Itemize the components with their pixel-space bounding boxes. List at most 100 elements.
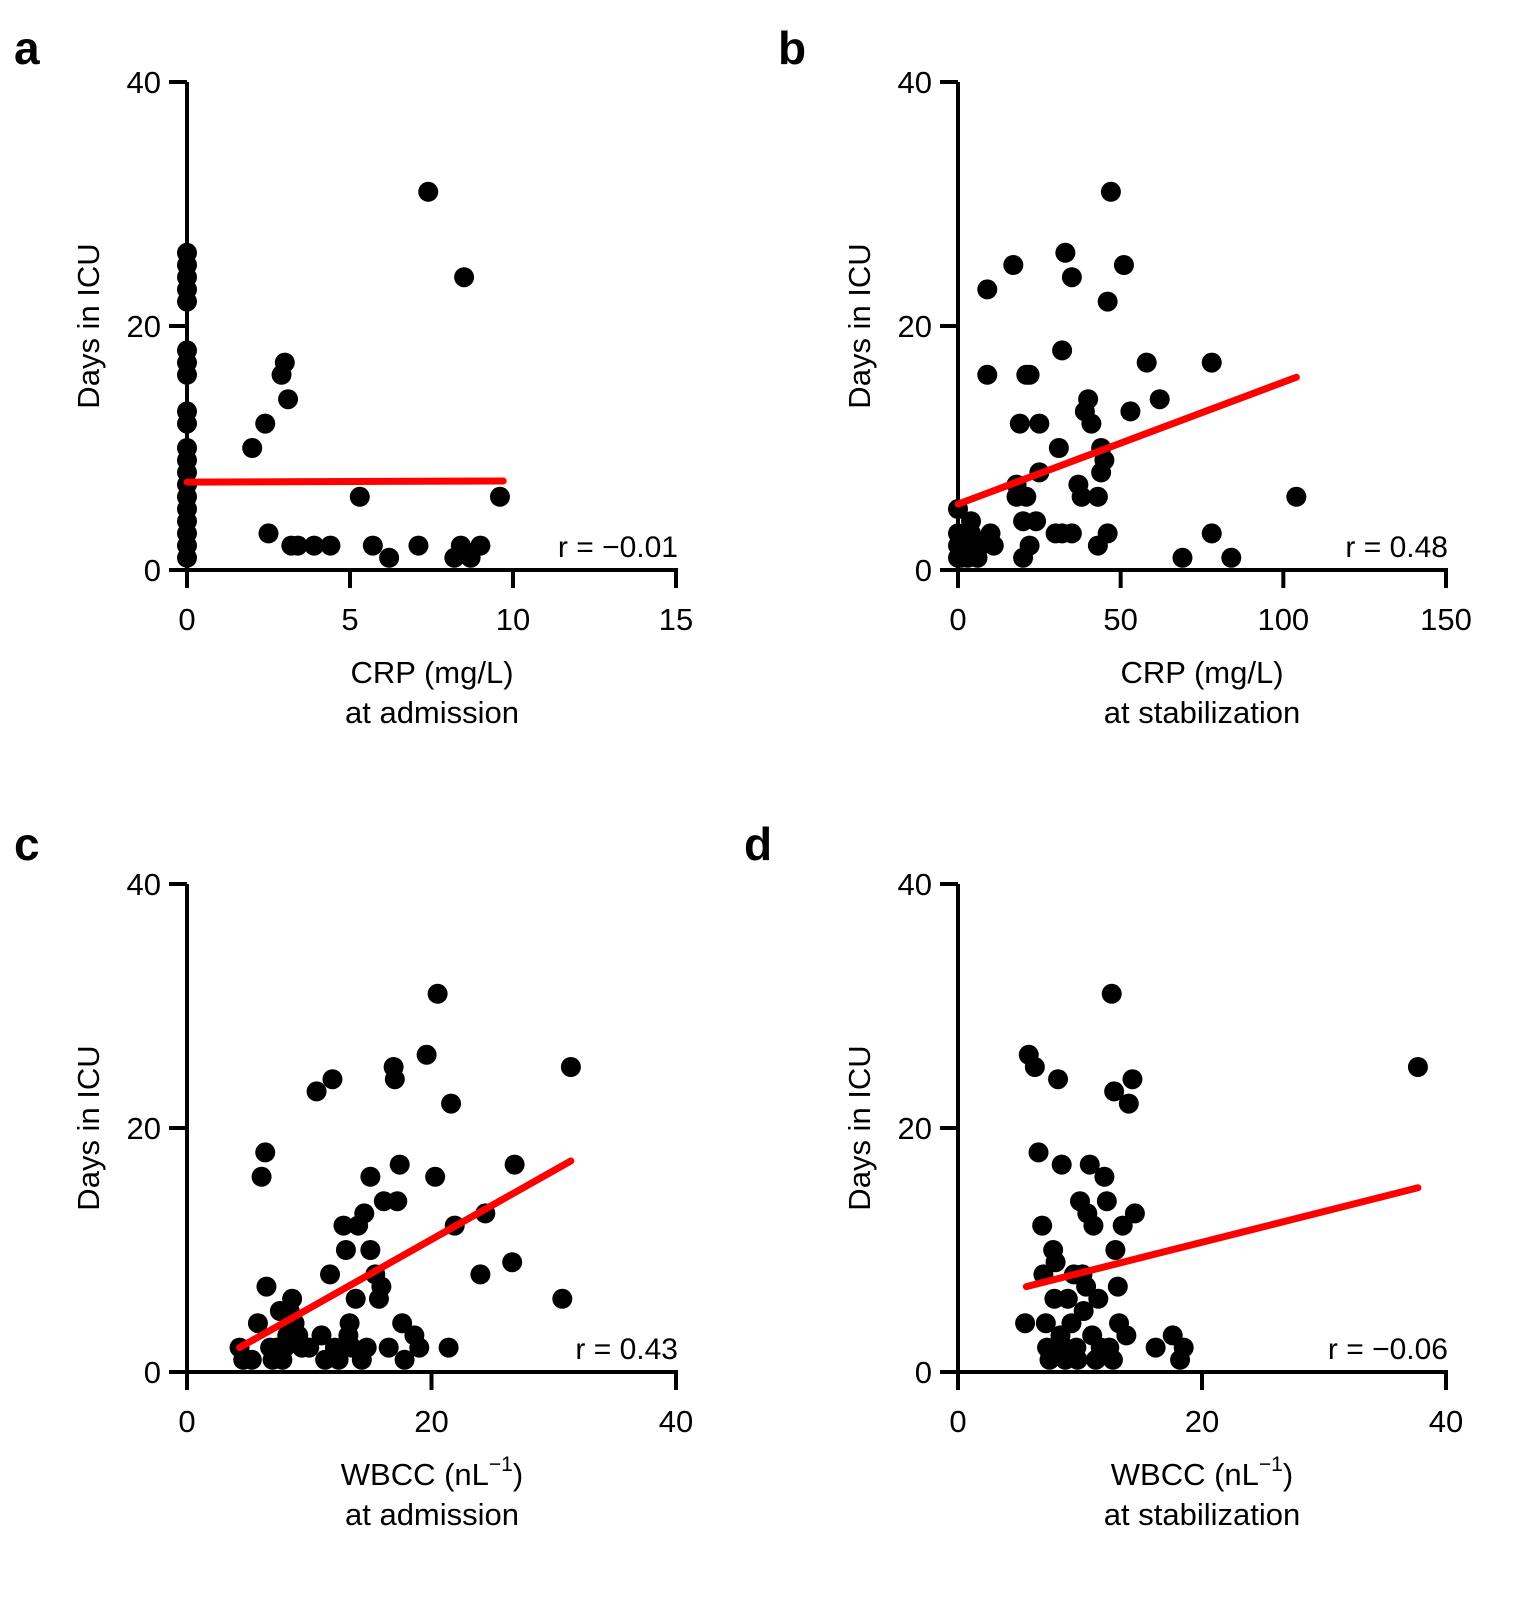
panel-c-x-tick-label: 0	[178, 1404, 195, 1439]
panel-c-data-point	[416, 1044, 437, 1065]
panel-d-data-point	[1083, 1215, 1104, 1236]
panel-c-data-point	[282, 1288, 303, 1309]
panel-a-data-point	[470, 535, 491, 556]
panel-a-data-point	[489, 486, 510, 507]
panel-c-data-point	[251, 1166, 272, 1187]
panel-d-data-point	[1039, 1349, 1060, 1370]
panel-d-x-tick-label: 0	[949, 1404, 966, 1439]
panel-a-data-point	[349, 486, 370, 507]
panel-d-data-point	[1101, 983, 1122, 1004]
panel-a-data-point	[242, 438, 263, 458]
panel-c-data-point	[409, 1337, 430, 1358]
panel-d-r-annotation: r = −0.06	[1328, 1333, 1448, 1366]
panel-c-data-point	[378, 1337, 399, 1358]
panel-b-data-point	[1016, 486, 1037, 507]
panel-d: d 0 20 40 0 20 40 Days in ICU WBCC (nL−1) at sta…	[744, 818, 1463, 1532]
panel-a-x-axis-subtitle: at admission	[345, 695, 519, 730]
panel-d-data-point	[1073, 1301, 1094, 1321]
panel-c-data-point	[241, 1349, 262, 1370]
panel-a-data-point	[258, 523, 279, 544]
panel-c-x-axis-subtitle: at admission	[345, 1497, 519, 1532]
panel-b-data-point	[1026, 511, 1047, 532]
panel-c-data-point	[299, 1337, 320, 1358]
panel-c-data-point	[387, 1191, 408, 1212]
panel-d-x-tick-label: 20	[1185, 1404, 1219, 1439]
panel-a-data-point	[278, 389, 299, 410]
panel-c-data-point	[438, 1337, 459, 1358]
panel-a-data-point	[255, 413, 276, 434]
panel-a-x-tick-label: 10	[496, 602, 530, 637]
panel-a-y-tick-label: 40	[127, 65, 161, 100]
panel-b: b 0 20 40 0 50 100 150 Days in ICU CRP (mg/L) at …	[778, 22, 1472, 730]
panel-b-data-point	[1052, 340, 1073, 361]
panel-d-data-point	[1107, 1276, 1128, 1297]
panel-b-data-point	[1048, 438, 1069, 458]
panel-a-x-tick-label: 0	[178, 602, 195, 637]
panel-a-data-point	[320, 535, 341, 556]
panel-c-data-point	[360, 1166, 381, 1187]
panel-b-data-point	[1055, 242, 1076, 263]
panel-b-data-point	[1087, 486, 1108, 507]
panel-b-y-tick-label: 40	[898, 65, 932, 100]
panel-c-data-point	[354, 1203, 375, 1224]
panel-c-data-point	[470, 1264, 491, 1285]
panel-b-data-point	[1019, 535, 1040, 556]
panel-a-data-point	[177, 242, 197, 263]
panel-a-data-point	[274, 352, 295, 373]
panel-a-data-point	[418, 181, 439, 202]
panel-a-y-axis-title: Days in ICU	[71, 243, 106, 408]
panel-d-data-point	[1079, 1154, 1100, 1175]
panel-d-data-point	[1048, 1069, 1069, 1090]
panel-c-x-tick-label: 20	[414, 1404, 448, 1439]
panel-b-x-tick-label: 50	[1103, 602, 1137, 637]
panel-c-data-point	[384, 1069, 405, 1090]
panel-d-data-point	[1116, 1325, 1137, 1346]
panel-c-data-point	[392, 1313, 413, 1334]
panel-a-fit-line	[183, 477, 507, 486]
panel-d-data-point	[1173, 1337, 1194, 1358]
panel-a-x-axis-title: CRP (mg/L)	[350, 655, 513, 690]
panel-c: c 0 20 40 0 20 40 Days in ICU WBCC (nL−1) at adm…	[14, 818, 693, 1532]
panel-b-data-point	[1097, 291, 1118, 312]
panel-c-data-point	[339, 1313, 360, 1334]
panel-b-x-tick-label: 100	[1257, 602, 1309, 637]
panel-a-y-tick-label: 20	[127, 309, 161, 344]
panel-c-data-point	[356, 1337, 377, 1358]
panel-d-data-point	[1105, 1240, 1126, 1260]
panel-c-y-tick-label: 20	[127, 1111, 161, 1146]
panel-b-data-point	[977, 364, 998, 385]
panel-b-data-point	[1009, 413, 1030, 434]
panel-c-x-axis-title: WBCC (nL−1)	[341, 1453, 523, 1492]
panel-c-data-point	[335, 1240, 356, 1260]
panel-b-fit-line	[954, 373, 1300, 508]
panel-d-data-point	[1015, 1313, 1036, 1334]
panel-d-data-point	[1076, 1276, 1097, 1297]
panel-b-data-point	[1061, 267, 1082, 288]
panel-b-data-point	[1120, 401, 1141, 422]
panel-b-y-tick-label: 20	[898, 309, 932, 344]
panel-d-data-point	[1122, 1069, 1143, 1090]
panel-c-data-point	[322, 1069, 343, 1090]
panel-d-y-tick-label: 40	[898, 867, 932, 902]
panel-c-data-point	[328, 1349, 349, 1370]
panel-a-data-point	[177, 340, 197, 361]
panel-d-data-point	[1067, 1349, 1088, 1370]
panel-b-x-tick-label: 150	[1420, 602, 1472, 637]
panel-b-data-point	[1201, 523, 1222, 544]
panel-c-data-point	[425, 1166, 446, 1187]
panel-d-data-point	[1032, 1215, 1053, 1236]
panel-a-letter: a	[14, 22, 40, 74]
panel-d-data-point	[1028, 1142, 1049, 1163]
panel-c-data-point	[552, 1288, 573, 1309]
panel-d-data-point	[1112, 1215, 1133, 1236]
panel-c-data-point	[360, 1240, 381, 1260]
panel-b-y-axis-title: Days in ICU	[842, 243, 877, 408]
panel-b-data-point	[1003, 255, 1024, 275]
panel-b-data-point	[1149, 389, 1170, 410]
panel-c-data-point	[427, 983, 448, 1004]
panel-c-y-tick-label: 0	[144, 1355, 161, 1390]
panel-d-data-point	[1145, 1337, 1166, 1358]
panel-c-data-point	[333, 1215, 354, 1236]
panel-d-letter: d	[744, 818, 772, 870]
panel-a-data-point	[177, 438, 197, 458]
